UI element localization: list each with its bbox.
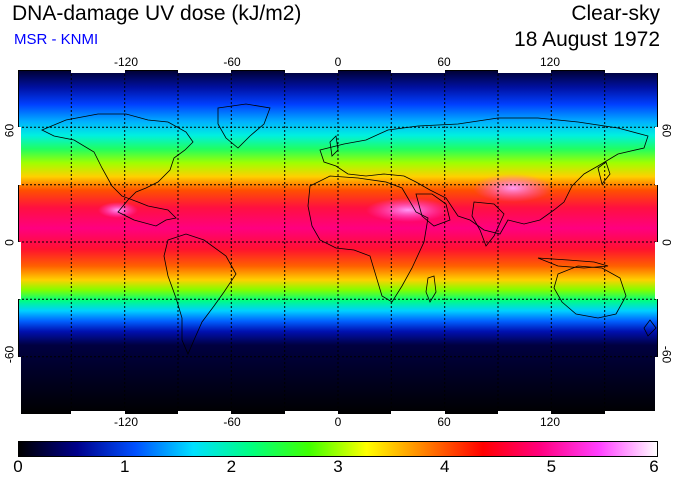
colorbar-label: 1	[119, 457, 130, 476]
south-america-coast	[163, 233, 237, 356]
right-lat-tick: -60	[659, 345, 674, 364]
graticule	[18, 70, 658, 414]
bottom-lon-tick: -60	[223, 415, 241, 429]
sky-condition-label: Clear-sky	[571, 2, 660, 25]
map-title: DNA-damage UV dose (kJ/m2)	[12, 2, 302, 25]
colorbar-label: 6	[649, 457, 659, 476]
colorbar-label: 2	[226, 457, 237, 476]
new-zealand-coast	[643, 319, 657, 337]
uv-dose-map	[18, 70, 658, 414]
left-lat-tick: -60	[2, 345, 17, 364]
colorbar-label: 5	[546, 457, 557, 476]
left-lat-tick: 0	[2, 239, 17, 246]
colorbar-label: 4	[439, 457, 450, 476]
tibet-hotspot	[473, 174, 553, 202]
date-label: 18 August 1972	[514, 28, 660, 51]
bottom-lon-tick: 60	[437, 415, 451, 429]
bottom-lon-tick: 0	[334, 415, 342, 429]
bottom-lon-tick: 120	[539, 415, 561, 429]
sahara-hotspot	[366, 198, 450, 222]
bottom-lon-tick: -120	[113, 415, 139, 429]
left-lat-tick: 60	[2, 123, 17, 138]
japan-coast	[597, 161, 611, 185]
right-lat-tick: 60	[659, 123, 674, 138]
mexico-hotspot	[98, 202, 138, 218]
india-coast	[471, 201, 505, 247]
top-lon-tick: 0	[334, 55, 342, 69]
north-america-coast	[41, 113, 194, 227]
colorbar-label: 0	[13, 457, 23, 476]
right-lat-tick: 0	[659, 239, 674, 246]
credit-label: MSR - KNMI	[14, 31, 99, 48]
colorbar	[18, 441, 658, 457]
africa-coast	[307, 175, 429, 303]
madagascar-coast	[425, 275, 437, 303]
eurasia-coast	[319, 117, 649, 235]
top-lon-tick: 120	[539, 55, 561, 69]
top-lon-tick: 60	[437, 55, 451, 69]
map-frame	[18, 70, 658, 414]
top-lon-tick: -120	[113, 55, 139, 69]
arabia-coast	[415, 193, 451, 227]
colorbar-label: 3	[333, 457, 343, 476]
greenland-coast	[217, 103, 271, 149]
top-lon-tick: -60	[223, 55, 241, 69]
indonesia-coast	[537, 257, 609, 269]
